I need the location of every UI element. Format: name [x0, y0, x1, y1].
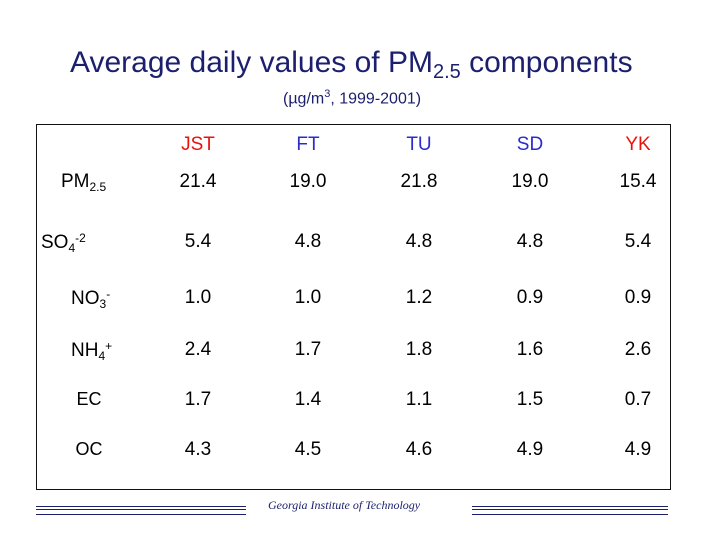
table-cell: 1.8 [405, 339, 433, 360]
table-cell: 15.4 [619, 171, 657, 192]
table-cell: 21.4 [179, 171, 217, 192]
row-label: EC [76, 389, 102, 409]
table-cell: 1.0 [184, 287, 212, 308]
table-cell: 1.7 [294, 339, 322, 360]
slide-title: Average daily values of PM2.5 components [70, 46, 633, 83]
table-row: OC 4.3 4.5 4.6 4.9 4.9 [37, 439, 670, 489]
table-cell: 4.9 [516, 439, 544, 460]
table-cell: 4.5 [294, 439, 322, 460]
table-cell: 5.4 [624, 231, 652, 252]
table-cell: 1.6 [516, 339, 544, 360]
table-cell: 4.6 [405, 439, 433, 460]
table-cell: 1.2 [405, 287, 433, 308]
row-label: SO4-2 [41, 231, 86, 255]
table-cell: 4.3 [184, 439, 212, 460]
footer-rule-left [36, 506, 246, 515]
table-row: EC 1.7 1.4 1.1 1.5 0.7 [37, 389, 670, 439]
table-cell: 2.4 [184, 339, 212, 360]
table-cell: 0.9 [516, 287, 544, 308]
column-header-sd: SD [516, 134, 544, 155]
table-cell: 2.6 [624, 339, 652, 360]
table-row: NO3- 1.0 1.0 1.2 0.9 0.9 [37, 287, 670, 337]
table-cell: 4.9 [624, 439, 652, 460]
table-cell: 1.1 [405, 389, 433, 410]
table-cell: 5.4 [184, 231, 212, 252]
table-cell: 1.4 [294, 389, 322, 410]
table-cell: 21.8 [400, 171, 438, 192]
footer-rule-right [472, 506, 668, 515]
table-cell: 4.8 [405, 231, 433, 252]
column-header-tu: TU [406, 134, 432, 155]
table-cell: 4.8 [516, 231, 544, 252]
footer-text: Georgia Institute of Technology [268, 498, 421, 512]
column-header-ft: FT [296, 134, 320, 155]
table-cell: 1.7 [184, 389, 212, 410]
table-header: JST FT TU SD YK [37, 125, 670, 165]
row-label: PM2.5 [61, 171, 107, 194]
column-header-jst: JST [181, 134, 215, 155]
table-cell: 1.5 [516, 389, 544, 410]
table-cell: 0.9 [624, 287, 652, 308]
row-label: NH4+ [71, 339, 113, 363]
slide-subtitle: (µg/m3, 1999-2001) [283, 88, 422, 108]
column-header-yk: YK [625, 134, 651, 155]
table-cell: 4.8 [294, 231, 322, 252]
table-cell: 19.0 [289, 171, 327, 192]
table-cell: 0.7 [624, 389, 652, 410]
table-cell: 1.0 [294, 287, 322, 308]
table-row: NH4+ 2.4 1.7 1.8 1.6 2.6 [37, 339, 670, 389]
row-label: OC [75, 439, 103, 459]
data-table: JST FT TU SD YK PM2.5 21.4 19.0 21.8 19.… [36, 124, 671, 490]
table-row: PM2.5 21.4 19.0 21.8 19.0 15.4 [37, 171, 670, 221]
row-label: NO3- [71, 287, 111, 311]
table-cell: 19.0 [511, 171, 549, 192]
table-row: SO4-2 5.4 4.8 4.8 4.8 5.4 [37, 231, 670, 281]
